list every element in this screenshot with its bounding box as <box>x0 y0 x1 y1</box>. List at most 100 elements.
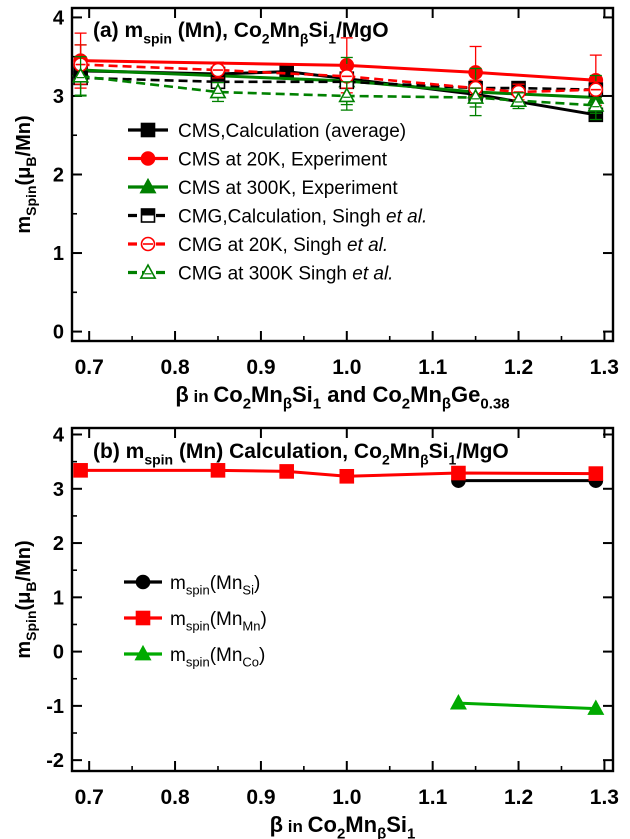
x-tick-label: 1.3 <box>590 356 619 379</box>
legend-label-part: et al. <box>347 235 388 256</box>
data-point <box>587 699 605 715</box>
series-line <box>80 75 596 107</box>
x-axis-label: β in Co2MnβSi1 and Co2MnβGe0.38 <box>175 382 509 413</box>
x-tick-label: 0.7 <box>75 356 104 379</box>
data-point <box>339 469 355 484</box>
x-tick-label: 1.1 <box>418 356 448 379</box>
chart-title-part: Mn <box>390 440 420 463</box>
series-line <box>80 76 596 91</box>
series-line <box>80 468 596 478</box>
y-axis-label-part: (μ <box>13 592 35 611</box>
y-tick-label: 2 <box>53 165 64 187</box>
data-point <box>451 465 466 481</box>
data-point <box>588 466 604 481</box>
legend-label-part: ) <box>259 645 265 666</box>
legend-marker <box>134 644 152 661</box>
series-b-0 <box>451 473 604 488</box>
series-line <box>80 59 596 82</box>
chart-title-part: 2 <box>262 30 270 46</box>
plot-frame <box>70 426 615 773</box>
x-axis-label-part: Ge <box>451 382 480 407</box>
y-tick-label: 3 <box>53 479 64 501</box>
chart-title-part: β <box>420 451 429 467</box>
x-axis-label-part: β <box>377 826 386 839</box>
y-tick-label: 4 <box>53 7 65 29</box>
chart-title-part: (b) m <box>93 440 144 463</box>
x-axis-label-part: β <box>442 396 451 413</box>
x-tick-label: 1.0 <box>332 786 361 809</box>
chart-title-part: Si <box>429 440 449 463</box>
chart-title-part: 1 <box>328 30 336 46</box>
legend-marker <box>135 574 151 590</box>
chart-title-part: /MgO <box>336 19 389 42</box>
y-tick-label: 0 <box>53 322 64 344</box>
legend-entry <box>124 644 162 661</box>
x-axis-label-part: 2 <box>243 396 251 413</box>
y-axis-label-part: (μ <box>13 167 35 186</box>
x-tick-label: 1.2 <box>504 786 533 809</box>
legend-label-part: spin <box>186 619 210 634</box>
x-axis-label: β in Co2MnβSi1 <box>270 812 416 839</box>
legend-label: CMS at 20K, Experiment <box>178 150 388 171</box>
legend-label-part: m <box>170 609 186 630</box>
x-axis-label-part: β <box>175 382 188 407</box>
chart-title-part: /MgO <box>456 440 509 463</box>
x-axis-label-part: β <box>283 396 292 413</box>
y-tick-label: 3 <box>53 86 64 108</box>
chart-title-part: (Mn), Co <box>172 19 262 42</box>
y-tick-label: -2 <box>46 750 64 772</box>
legend-label-part: ) <box>254 573 260 594</box>
y-axis-label-part: /Mn) <box>13 540 35 581</box>
legend-label: mspin(MnMn) <box>170 609 267 634</box>
data-point <box>210 463 226 478</box>
legend-label-part: CMS,Calculation (average) <box>178 121 406 142</box>
y-axis-label-part: Spin <box>23 185 39 215</box>
data-point <box>72 67 90 83</box>
legend-label: CMG at 300K Singh et al. <box>178 264 393 285</box>
x-tick-label: 0.7 <box>75 786 104 809</box>
legend-label: mspin(MnSi) <box>170 573 260 598</box>
chart-panel-a: 0.7 0.8 0.9 1.0 1.1 1.2 1.3 0 1 2 3 4 <box>53 6 619 379</box>
series-b-1 <box>73 463 604 484</box>
legend-label: CMG,Calculation, Singh et al. <box>178 207 427 228</box>
chart-title-part: spin <box>144 451 173 467</box>
data-point <box>279 64 294 79</box>
y-tick-label: 2 <box>53 533 64 555</box>
x-axis-label-part: Si <box>386 812 407 837</box>
legend-entry <box>128 122 168 138</box>
data-point <box>279 464 294 479</box>
legend-label-part: Co <box>242 655 259 670</box>
x-axis-label-part: 1 <box>313 396 321 413</box>
legend-marker <box>140 151 156 166</box>
legend-entry <box>124 610 162 626</box>
legend-label-part: (Mn <box>210 645 243 666</box>
legend-marker <box>139 177 157 194</box>
x-axis-label-part: β <box>270 812 283 837</box>
chart-title-part: 2 <box>382 451 390 467</box>
chart-title-part: β <box>300 30 309 46</box>
legend-label: CMS,Calculation (average) <box>178 121 406 142</box>
chart-title-part: 1 <box>448 451 456 467</box>
legend-label-part: CMG at 20K, Singh <box>178 235 347 256</box>
legend-label-part: CMS at 300K, Experiment <box>178 178 398 199</box>
x-axis-label-part: Co <box>308 812 337 837</box>
legend-label-part: CMG at 300K Singh <box>178 264 352 285</box>
legend-entry <box>128 208 168 223</box>
chart-panel-b: 0.7 0.8 0.9 1.0 1.1 1.2 1.3 -2 -1 0 1 2 3 4 <box>46 425 619 809</box>
x-tick-label: 0.9 <box>246 786 275 809</box>
chart-title-part: Si <box>308 19 328 42</box>
legend-label-part: Si <box>242 583 254 598</box>
y-axis-label: mSpin(μB/Mn) <box>13 540 39 658</box>
legend-entry <box>128 236 168 252</box>
x-tick-label: 1.1 <box>418 786 448 809</box>
x-axis-label-part: Si <box>292 382 313 407</box>
x-axis-label-part: and Co <box>321 382 402 407</box>
y-tick-label: 1 <box>53 243 64 265</box>
data-point <box>449 694 467 710</box>
legend-label-part: ) <box>260 609 266 630</box>
x-axis-label-part: in <box>283 817 308 836</box>
x-tick-label: 1.3 <box>590 786 619 809</box>
legend-label-part: m <box>170 645 186 666</box>
legend-label: CMS at 300K, Experiment <box>178 178 398 199</box>
